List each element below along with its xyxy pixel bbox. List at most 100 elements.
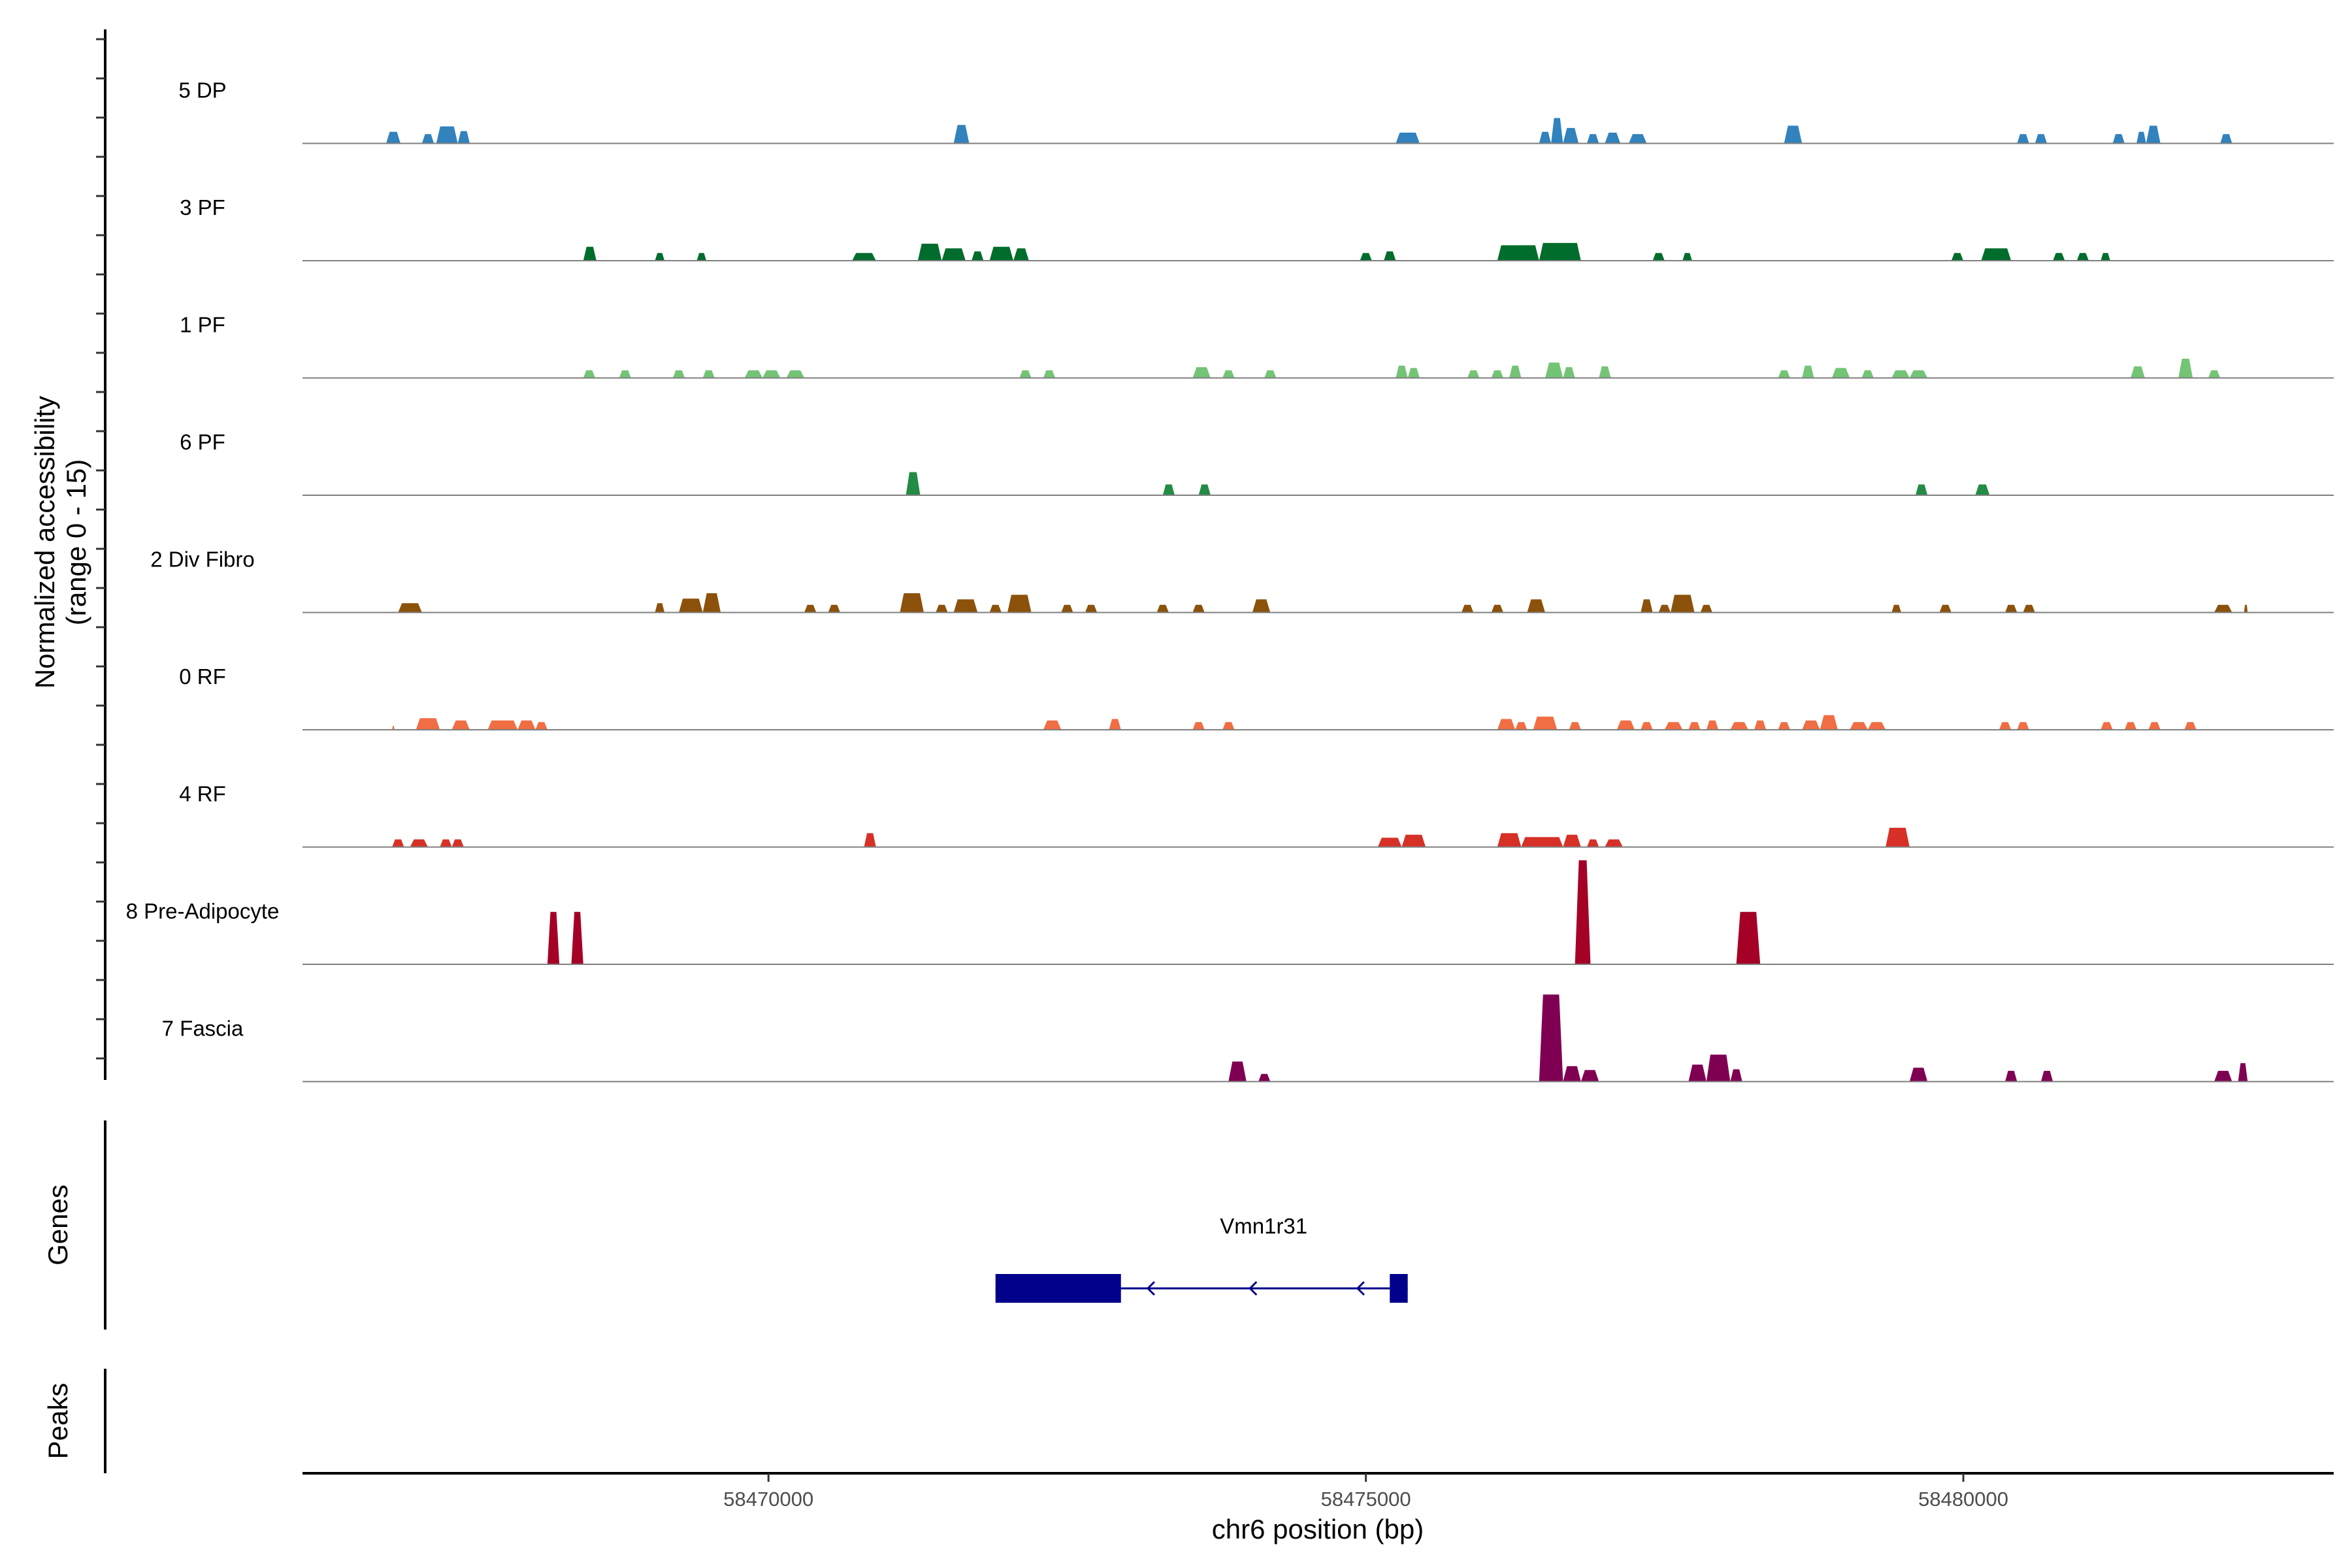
coverage-peak	[1491, 370, 1503, 378]
coverage-peak	[1228, 1061, 1247, 1082]
coverage-peak	[1730, 1069, 1742, 1082]
coverage-peak	[571, 911, 583, 964]
coverage-peak	[1605, 839, 1623, 847]
coverage-peak	[440, 839, 452, 847]
coverage-peak	[1563, 1066, 1581, 1082]
coverage-peak	[906, 472, 921, 495]
coverage-peak	[1939, 604, 1952, 613]
coverage-peak	[953, 599, 978, 613]
coverage-peak	[864, 833, 876, 847]
coverage-peak	[1664, 722, 1683, 730]
gene-exon	[995, 1274, 1121, 1303]
coverage-peak	[2076, 253, 2089, 261]
coverage-peak	[900, 593, 924, 613]
coverage-peak	[655, 603, 665, 613]
track-label: 2 Div Fibro	[150, 547, 255, 572]
coverage-peak	[1730, 722, 1748, 730]
coverage-peak	[1043, 720, 1062, 730]
gene-strand-arrow	[1146, 1281, 1155, 1296]
coverage-peak	[535, 722, 547, 730]
x-axis-ticks: 58470000 58475000 58480000	[723, 1473, 2008, 1511]
coverage-peak	[1061, 604, 1073, 613]
coverage-peak	[1462, 604, 1474, 613]
coverage-peak	[1802, 720, 1820, 730]
track-2-div-fibro: 2 Div Fibro	[150, 547, 2334, 613]
track-1-pf: 1 PF	[180, 313, 2334, 379]
coverage-peak	[953, 125, 970, 144]
coverage-peak	[1706, 1054, 1731, 1082]
x-axis-title: chr6 position (bp)	[1212, 1514, 1424, 1544]
coverage-peak	[2238, 1063, 2248, 1082]
track-7-fascia: 7 Fascia	[162, 994, 2334, 1083]
coverage-peak	[457, 131, 470, 144]
coverage-peak	[416, 718, 440, 730]
coverage-peak	[1509, 365, 1522, 378]
coverage-peak	[1671, 595, 1695, 613]
coverage-peak	[1198, 484, 1211, 495]
coverage-peak	[1222, 370, 1235, 378]
coverage-peak	[804, 604, 817, 613]
coverage-peak	[1497, 719, 1516, 730]
coverage-peak	[2100, 722, 2113, 730]
coverage-peak	[1521, 837, 1563, 847]
coverage-peak	[1527, 599, 1545, 613]
coverage-peak	[2112, 134, 2125, 144]
coverage-peak	[1886, 828, 1910, 847]
coverage-peak	[1497, 833, 1522, 847]
peaks-track-title: Peaks	[42, 1383, 73, 1460]
coverage-peak	[679, 598, 703, 613]
coverage-peak	[696, 253, 707, 261]
coverage-peak	[1563, 834, 1581, 847]
coverage-peak	[1401, 834, 1426, 847]
coverage-peak	[2214, 604, 2232, 613]
coverage-peak	[1820, 715, 1838, 730]
coverage-peak	[583, 370, 596, 378]
coverage-peak	[2005, 1071, 2017, 1082]
coverage-peak	[2146, 125, 2161, 144]
coverage-peak	[2148, 722, 2161, 730]
coverage-peak	[1019, 370, 1032, 378]
coverage-peak	[1533, 716, 1558, 730]
coverage-peak	[1599, 366, 1611, 378]
track-label: 4 RF	[179, 782, 226, 806]
coverage-peak	[936, 604, 948, 613]
x-tick-label: 58470000	[723, 1488, 813, 1511]
x-tick-label: 58475000	[1321, 1488, 1411, 1511]
coverage-peak	[1396, 365, 1408, 378]
track-4-rf: 4 RF	[179, 782, 2334, 848]
coverage-peak	[2131, 366, 2145, 378]
coverage-peak	[2125, 722, 2137, 730]
coverage-peak	[1981, 248, 2012, 261]
coverage-peak	[2220, 134, 2232, 144]
coverage-peak	[386, 131, 400, 144]
coverage-peak	[392, 839, 404, 847]
coverage-peak	[421, 134, 434, 144]
coverage-peak	[1539, 994, 1563, 1082]
coverage-peak	[852, 253, 876, 261]
coverage-peak	[672, 370, 685, 378]
coverage-peak	[941, 248, 966, 261]
coverage-peak	[1700, 604, 1712, 613]
coverage-peak	[2100, 253, 2110, 261]
track-label: 8 Pre-Adipocyte	[126, 899, 280, 923]
coverage-peak	[2034, 134, 2048, 144]
coverage-peak	[1802, 365, 1814, 378]
coverage-peak	[1377, 838, 1402, 847]
coverage-peak	[2136, 131, 2146, 144]
coverage-peak	[1192, 604, 1205, 613]
coverage-peak	[619, 370, 631, 378]
coverage-peak	[436, 126, 458, 144]
coverage-peak	[1192, 367, 1211, 378]
coverage-peak	[1360, 253, 1372, 261]
track-3-pf: 3 PF	[180, 195, 2334, 261]
coverage-peak	[702, 593, 721, 613]
coverage-peak	[1222, 722, 1235, 730]
coverage-peak	[392, 726, 395, 730]
coverage-peak	[1951, 253, 1964, 261]
coverage-peak	[1682, 253, 1692, 261]
coverage-peak	[2040, 1071, 2053, 1082]
track-5-dp: 5 DP	[178, 78, 2334, 144]
coverage-peak	[2178, 359, 2193, 378]
track-label: 7 Fascia	[162, 1017, 244, 1041]
